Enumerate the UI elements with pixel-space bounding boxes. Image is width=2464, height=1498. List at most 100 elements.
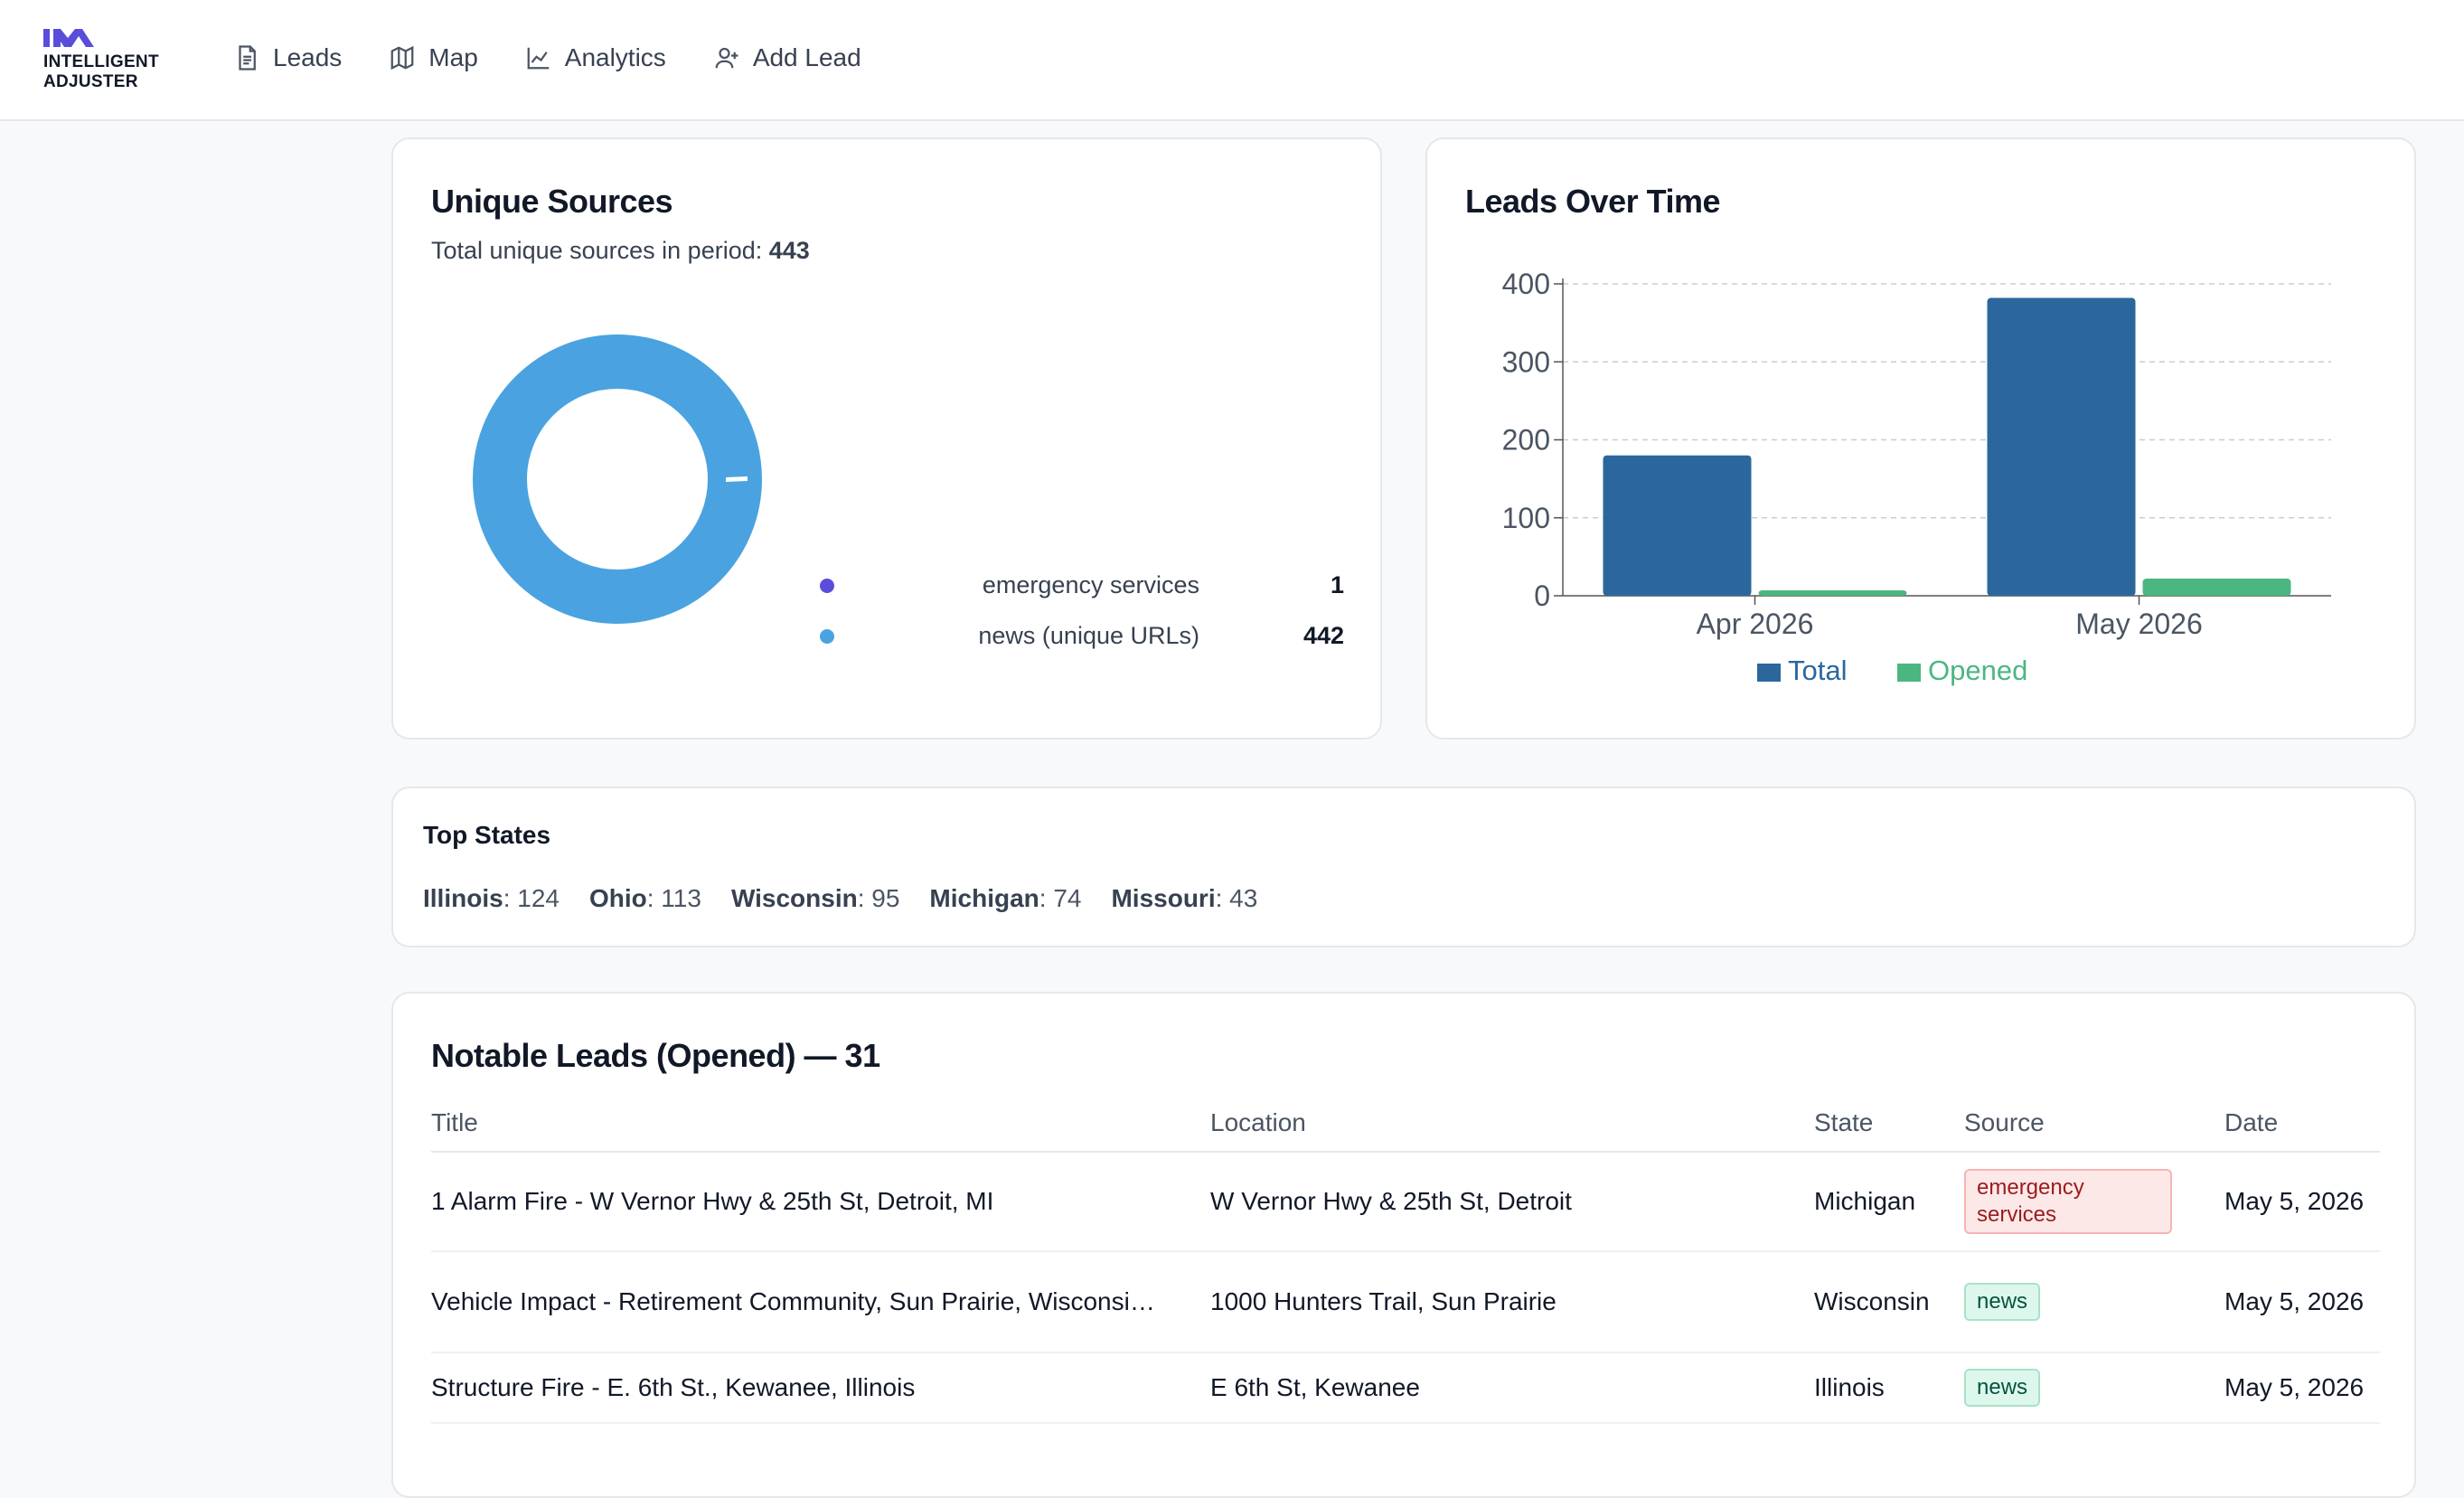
document-icon: [239, 45, 256, 71]
state-count: : 43: [1215, 884, 1258, 912]
unique-sources-card: Unique Sources Total unique sources in p…: [391, 137, 1382, 740]
bar-opened-1: [2142, 579, 2291, 596]
state-count: : 95: [857, 884, 900, 912]
chart-icon: [527, 47, 550, 70]
column-header-date[interactable]: Date: [2224, 1095, 2380, 1153]
state-entry: Michigan: 74: [929, 884, 1081, 913]
column-header-title[interactable]: Title: [431, 1095, 1210, 1153]
source-badge: news: [1964, 1283, 2041, 1321]
logo-mark-icon: [43, 29, 94, 47]
brand-name: INTELLIGENT ADJUSTER: [43, 52, 159, 92]
lead-source-cell: news: [1964, 1352, 2224, 1424]
subtitle-prefix: Total unique sources in period:: [431, 237, 763, 264]
lead-location: W Vernor Hwy & 25th St, Detroit: [1210, 1152, 1814, 1252]
state-name: Wisconsin: [730, 884, 858, 912]
nav-add-lead-label: Add Lead: [752, 43, 861, 71]
y-tick-label: 100: [1502, 502, 1550, 534]
add-user-icon: [715, 47, 738, 69]
y-tick-label: 300: [1502, 345, 1550, 378]
state-count: : 74: [1039, 884, 1082, 912]
nav-analytics[interactable]: Analytics: [525, 36, 666, 80]
legend-dot-emergency: [820, 579, 834, 593]
donut-slice-news[interactable]: [473, 334, 762, 624]
lead-source-cell: emergency services: [1964, 1152, 2224, 1252]
y-tick-label: 200: [1502, 424, 1550, 457]
leads-over-time-card: Leads Over Time 0 100 200 300 400 Apr 2026 May…: [1425, 137, 2416, 740]
lead-state: Wisconsin: [1814, 1251, 1964, 1353]
nav-add-lead[interactable]: Add Lead: [713, 36, 861, 80]
notable-leads-title: Notable Leads (Opened) — 31: [431, 1037, 880, 1074]
state-count: : 113: [646, 884, 701, 912]
legend-swatch-opened: [1897, 664, 1921, 682]
table-row[interactable]: 1 Alarm Fire - W Vernor Hwy & 25th St, D…: [431, 1152, 2380, 1252]
legend-row-emergency: emergency services 1: [820, 568, 1344, 604]
state-name: Missouri: [1111, 884, 1216, 912]
lead-title[interactable]: 1 Alarm Fire - W Vernor Hwy & 25th St, D…: [431, 1152, 1210, 1252]
lead-date: May 5, 2026: [2224, 1352, 2380, 1424]
lead-date: May 5, 2026: [2224, 1152, 2380, 1252]
state-name: Michigan: [929, 884, 1039, 912]
lead-title[interactable]: Vehicle Impact - Retirement Community, S…: [431, 1251, 1210, 1353]
nav-leads-label: Leads: [273, 43, 343, 71]
brand-logo[interactable]: INTELLIGENT ADJUSTER: [43, 25, 179, 94]
leads-bar-chart: 0 100 200 300 400 Apr 2026 May 2026 Total Opened: [1502, 268, 2331, 686]
y-tick-label: 400: [1502, 268, 1550, 300]
x-tick-label: Apr 2026: [1697, 608, 1814, 640]
map-icon: [390, 45, 414, 71]
state-name: Illinois: [423, 884, 503, 912]
top-states-list: Illinois: 124 Ohio: 113 Wisconsin: 95 Mi…: [423, 884, 1287, 913]
nav-map[interactable]: Map: [389, 36, 478, 80]
top-states-card: Top States Illinois: 124 Ohio: 113 Wisco…: [391, 787, 2416, 947]
table-row[interactable]: Vehicle Impact - Retirement Community, S…: [431, 1251, 2380, 1353]
table-row[interactable]: Structure Fire - E. 6th St., Kewanee, Il…: [431, 1352, 2380, 1424]
column-header-state[interactable]: State: [1814, 1095, 1964, 1153]
legend-label-emergency: emergency services: [982, 571, 1199, 598]
column-header-location[interactable]: Location: [1210, 1095, 1814, 1153]
legend-row-news: news (unique URLs) 442: [820, 618, 1344, 655]
lead-date: May 5, 2026: [2224, 1251, 2380, 1353]
notable-leads-card: Notable Leads (Opened) — 31 Title Locati…: [391, 992, 2416, 1498]
source-badge: emergency services: [1964, 1169, 2172, 1234]
legend-swatch-total: [1757, 664, 1781, 682]
sources-donut-chart: [473, 334, 762, 624]
y-tick-label: 0: [1534, 579, 1550, 612]
state-entry: Wisconsin: 95: [731, 884, 899, 913]
legend-label-opened: Opened: [1928, 655, 2027, 686]
unique-sources-title: Unique Sources: [431, 183, 673, 220]
bar-total-1: [1987, 297, 2136, 596]
nav-leads[interactable]: Leads: [233, 36, 342, 80]
lead-source-cell: news: [1964, 1251, 2224, 1353]
state-entry: Ohio: 113: [589, 884, 701, 913]
brand-line-1: INTELLIGENT: [43, 52, 159, 71]
lead-state: Illinois: [1814, 1352, 1964, 1424]
source-badge: news: [1964, 1369, 2041, 1407]
leads-over-time-title: Leads Over Time: [1465, 183, 1720, 220]
state-entry: Illinois: 124: [423, 884, 560, 913]
top-states-title: Top States: [423, 821, 551, 849]
lead-state: Michigan: [1814, 1152, 1964, 1252]
legend-value-news: 442: [1303, 622, 1344, 649]
lead-title[interactable]: Structure Fire - E. 6th St., Kewanee, Il…: [431, 1352, 1210, 1424]
nav-map-label: Map: [428, 43, 478, 71]
state-entry: Missouri: 43: [1111, 884, 1257, 913]
table-header-row: Title Location State Source Date: [431, 1095, 2380, 1153]
lead-location: 1000 Hunters Trail, Sun Prairie: [1210, 1251, 1814, 1353]
nav-analytics-label: Analytics: [564, 43, 666, 71]
lead-location: E 6th St, Kewanee: [1210, 1352, 1814, 1424]
unique-sources-subtitle: Total unique sources in period: 443: [431, 237, 810, 265]
brand-line-2: ADJUSTER: [43, 72, 138, 91]
bar-opened-0: [1758, 589, 1907, 596]
legend-label-news: news (unique URLs): [978, 622, 1199, 649]
x-tick-label: May 2026: [2075, 608, 2203, 640]
top-navigation-bar: INTELLIGENT ADJUSTER Leads Map Analytics…: [0, 0, 2464, 121]
state-name: Ohio: [588, 884, 647, 912]
column-header-source[interactable]: Source: [1964, 1095, 2224, 1153]
state-count: : 124: [503, 884, 560, 912]
legend-label-total: Total: [1788, 655, 1847, 686]
donut-slice-gap: [726, 476, 748, 482]
bar-total-0: [1603, 455, 1752, 596]
total-unique-sources: 443: [768, 237, 810, 264]
legend-value-emergency: 1: [1330, 571, 1344, 598]
notable-leads-table: Title Location State Source Date 1 Alarm…: [431, 1095, 2380, 1424]
main-nav: Leads Map Analytics Add Lead: [233, 36, 908, 80]
